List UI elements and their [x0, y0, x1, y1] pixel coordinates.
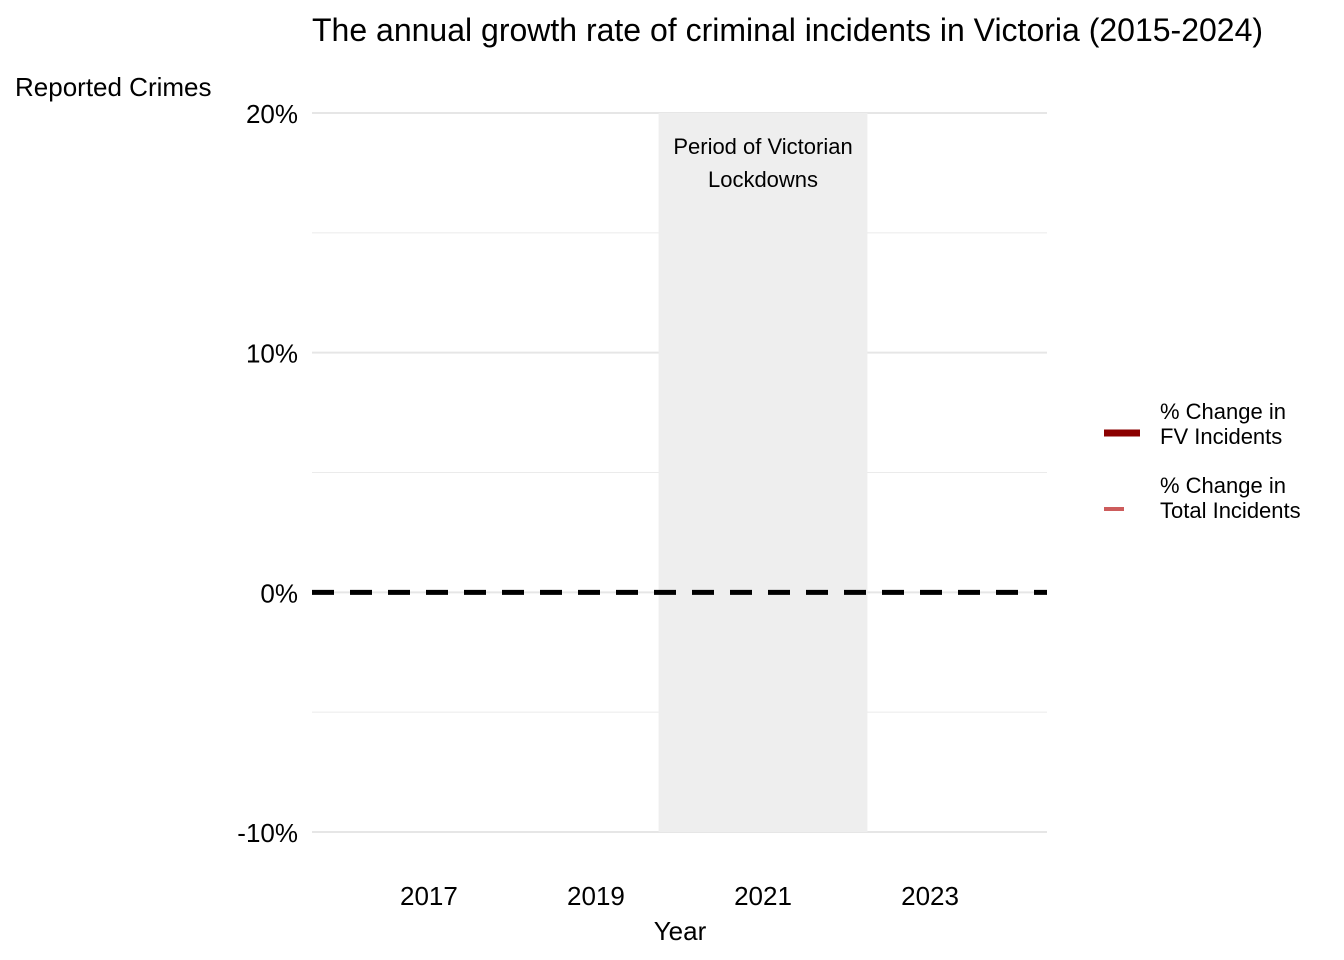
legend-label-line: FV Incidents — [1160, 424, 1282, 449]
y-tick-label: 10% — [246, 339, 298, 369]
x-tick-label: 2017 — [400, 881, 458, 911]
lockdown-shaded-region — [658, 113, 868, 832]
legend-key — [1104, 429, 1140, 437]
legend-label-line: Total Incidents — [1160, 498, 1301, 523]
chart-title: The annual growth rate of criminal incid… — [312, 12, 1263, 48]
y-tick-label: 20% — [246, 99, 298, 129]
x-tick-label: 2021 — [734, 881, 792, 911]
plot-region: Period of Victorian Lockdowns -10% 0% 10% 20%… — [237, 99, 1047, 911]
lockdown-label-line: Period of Victorian — [673, 134, 852, 159]
legend-label-line: % Change in — [1160, 473, 1286, 498]
legend-key — [1104, 507, 1124, 511]
legend-label-line: % Change in — [1160, 399, 1286, 424]
y-tick-label: -10% — [237, 818, 298, 848]
x-tick-label: 2019 — [567, 881, 625, 911]
y-tick-label: 0% — [260, 578, 298, 608]
lockdown-label-line: Lockdowns — [708, 167, 818, 192]
y-axis-label: Reported Crimes — [15, 72, 212, 102]
x-tick-label: 2023 — [901, 881, 959, 911]
x-axis-label: Year — [654, 916, 707, 946]
